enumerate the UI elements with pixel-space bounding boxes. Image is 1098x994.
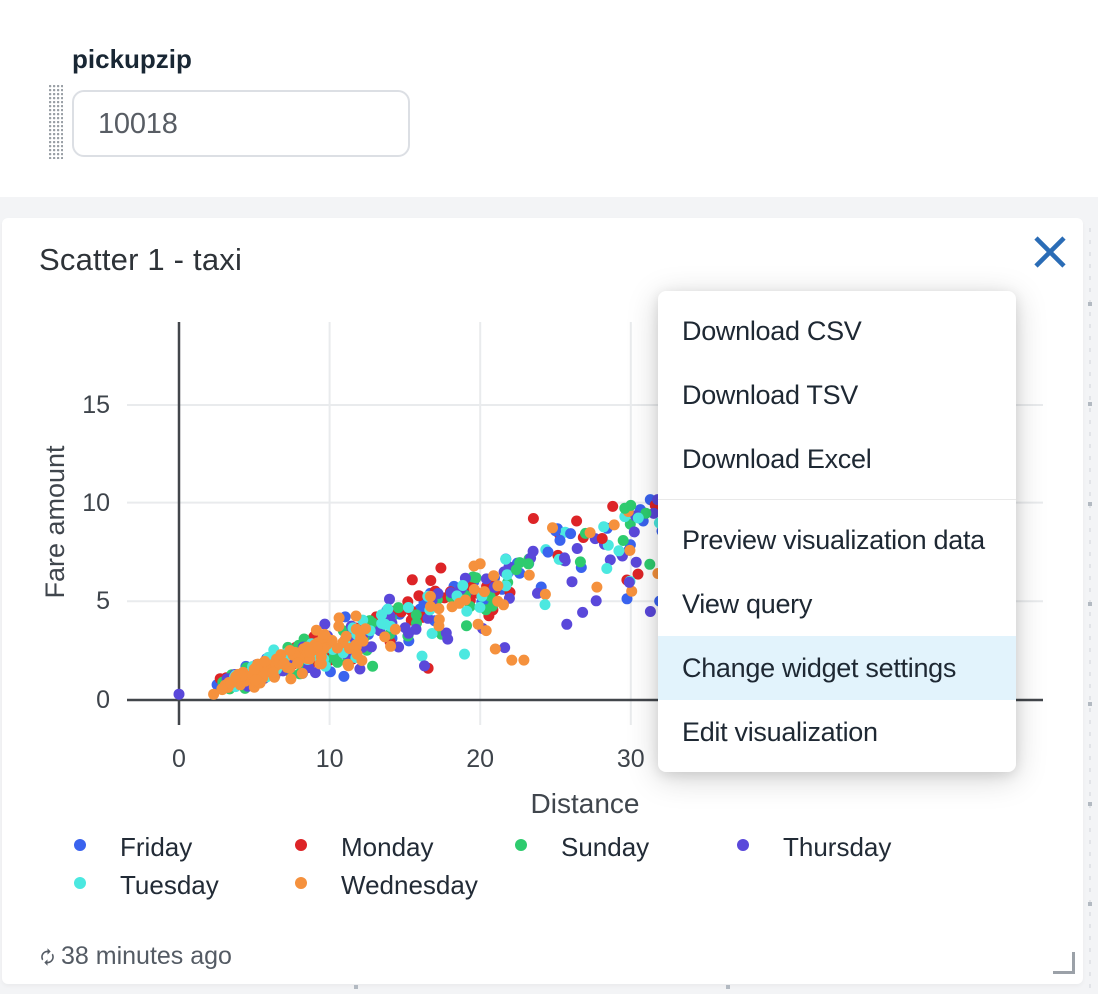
svg-text:Distance: Distance: [531, 788, 640, 818]
svg-text:20: 20: [466, 745, 494, 773]
svg-text:30: 30: [617, 745, 645, 773]
svg-text:5: 5: [96, 587, 110, 615]
svg-text:15: 15: [82, 391, 110, 419]
svg-text:Fare amount: Fare amount: [40, 445, 70, 599]
svg-text:0: 0: [96, 686, 110, 714]
svg-text:0: 0: [172, 745, 186, 773]
svg-text:10: 10: [82, 489, 110, 517]
svg-text:10: 10: [316, 745, 344, 773]
